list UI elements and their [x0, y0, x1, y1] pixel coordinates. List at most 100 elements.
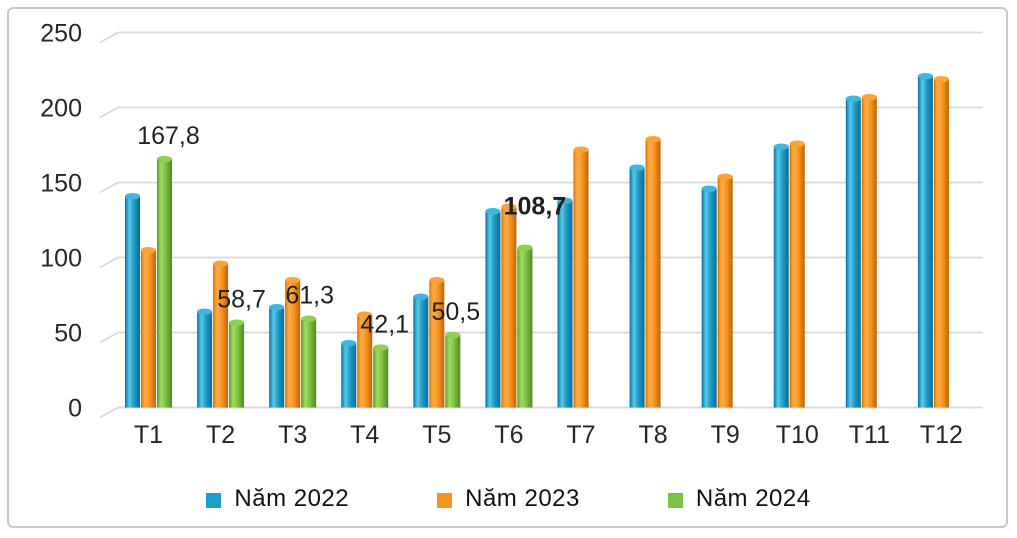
bar-cap-T9 — [701, 185, 717, 192]
bar-cap-T9 — [717, 173, 733, 180]
bar-cap-T4 — [357, 311, 373, 318]
bar-T4-năm-2022 — [341, 343, 357, 408]
x-tick-label-T4: T4 — [350, 421, 379, 449]
x-tick-label-T1: T1 — [134, 421, 163, 449]
bar-cap-T10 — [789, 140, 805, 147]
bar-T1-năm-2022 — [125, 196, 140, 408]
y-tick-label-150: 150 — [40, 170, 82, 198]
bar-T12-năm-2022 — [917, 76, 933, 408]
bar-T10-năm-2023 — [789, 143, 805, 408]
gridline-100 — [99, 256, 983, 269]
x-tick-label-T10: T10 — [776, 421, 819, 449]
bar-cap-T10 — [773, 143, 789, 150]
y-tick-label-200: 200 — [40, 95, 82, 123]
bar-T6-năm-2024 — [517, 247, 533, 408]
gridline-50 — [99, 331, 983, 344]
y-tick-label-250: 250 — [40, 20, 82, 48]
gridline-250 — [99, 31, 983, 44]
bar-T1-năm-2024 — [157, 158, 172, 408]
bar-T6-năm-2023 — [501, 206, 517, 408]
data-label-T2: 58,7 — [217, 285, 266, 313]
gridline-0 — [99, 406, 983, 419]
bar-T8-năm-2022 — [629, 167, 645, 408]
bar-cap-T1 — [125, 193, 140, 200]
bar-T4-năm-2024 — [373, 347, 389, 408]
x-tick-label-T3: T3 — [278, 421, 307, 449]
bar-cap-T1 — [157, 155, 172, 163]
bar-cap-T4 — [373, 344, 389, 351]
data-label-T4: 42,1 — [360, 310, 409, 338]
bar-cap-T5 — [413, 293, 429, 300]
x-tick-label-T9: T9 — [711, 421, 740, 449]
x-tick-label-T11: T11 — [849, 421, 890, 449]
chart-legend: Năm 2022 Năm 2023 Năm 2024 — [0, 482, 1017, 516]
data-labels-group: 167,8 58,7 61,3 42,1 50,5 108,7 — [137, 122, 566, 339]
bar-cap-T3 — [285, 277, 301, 284]
bar-cap-T2 — [213, 260, 229, 267]
bar-cap-T3 — [301, 315, 317, 322]
bar-cap-T3 — [269, 304, 285, 311]
bar-T8-năm-2023 — [645, 139, 661, 408]
bar-cap-T8 — [629, 164, 645, 171]
bar-cap-T11 — [861, 94, 877, 101]
bars-group — [125, 73, 949, 408]
bar-cap-T12 — [933, 76, 949, 83]
legend-swatch-icon — [206, 492, 222, 508]
bar-T5-năm-2024 — [445, 334, 461, 408]
bar-T9-năm-2023 — [717, 176, 733, 408]
bar-T7-năm-2022 — [557, 200, 573, 408]
bar-cap-T6 — [517, 244, 533, 251]
x-tick-label-T12: T12 — [920, 421, 963, 449]
bar-cap-T5 — [445, 331, 461, 339]
bar-T11-năm-2022 — [845, 98, 861, 408]
legend-item-0: Năm 2022 — [206, 485, 349, 513]
bar-T2-năm-2023 — [213, 263, 229, 408]
data-label-T5: 50,5 — [431, 298, 480, 326]
gridlines-group — [99, 31, 983, 419]
bar-T10-năm-2022 — [773, 146, 789, 408]
y-axis-tick-labels: 0 50 100 150 200 250 — [40, 20, 82, 423]
bar-cap-T5 — [429, 277, 445, 284]
x-axis-tick-labels: T1 T2 T3 T4 T5 T6 T7 T8 T9 T10 T11 T12 — [134, 421, 963, 449]
bar-T4-năm-2023 — [357, 314, 373, 408]
bar-T3-năm-2023 — [285, 280, 301, 408]
data-label-T6: 108,7 — [504, 192, 567, 220]
bar-T5-năm-2023 — [429, 280, 445, 408]
bar-cap-T2 — [229, 319, 245, 326]
bar-T12-năm-2023 — [933, 79, 949, 408]
bar-cap-T7 — [573, 146, 589, 153]
bar-T2-năm-2022 — [197, 311, 213, 408]
data-label-T1: 167,8 — [137, 122, 200, 150]
y-tick-label-100: 100 — [40, 245, 82, 273]
legend-swatch-icon — [437, 492, 453, 508]
bar-cap-T6 — [501, 203, 517, 210]
x-tick-label-T8: T8 — [638, 421, 667, 449]
legend-label: Năm 2024 — [695, 485, 811, 512]
bar-T5-năm-2022 — [413, 296, 429, 408]
bar-cap-T4 — [341, 340, 357, 347]
legend-swatch-icon — [667, 492, 683, 508]
bar-T1-năm-2023 — [141, 250, 156, 408]
y-tick-label-50: 50 — [54, 320, 82, 348]
bar-T7-năm-2023 — [573, 149, 589, 408]
data-label-T3: 61,3 — [285, 282, 334, 310]
x-tick-label-T7: T7 — [566, 421, 595, 449]
bar-cap-T12 — [917, 73, 933, 80]
x-tick-label-T5: T5 — [422, 421, 451, 449]
bar-cap-T1 — [141, 247, 156, 254]
bar-cap-T11 — [845, 95, 861, 102]
bar-cap-T2 — [197, 308, 213, 315]
bar-T3-năm-2022 — [269, 307, 285, 408]
bar-T6-năm-2022 — [485, 211, 501, 408]
x-tick-label-T6: T6 — [494, 421, 523, 449]
bar-cap-T6 — [485, 208, 501, 215]
y-tick-label-0: 0 — [68, 395, 82, 423]
bar-T9-năm-2022 — [701, 188, 717, 408]
bar-T11-năm-2023 — [861, 97, 877, 408]
gridline-200 — [99, 106, 983, 119]
bar-cap-T8 — [645, 136, 661, 143]
x-tick-label-T2: T2 — [206, 421, 235, 449]
legend-label: Năm 2023 — [465, 485, 580, 512]
legend-label: Năm 2022 — [234, 485, 350, 512]
